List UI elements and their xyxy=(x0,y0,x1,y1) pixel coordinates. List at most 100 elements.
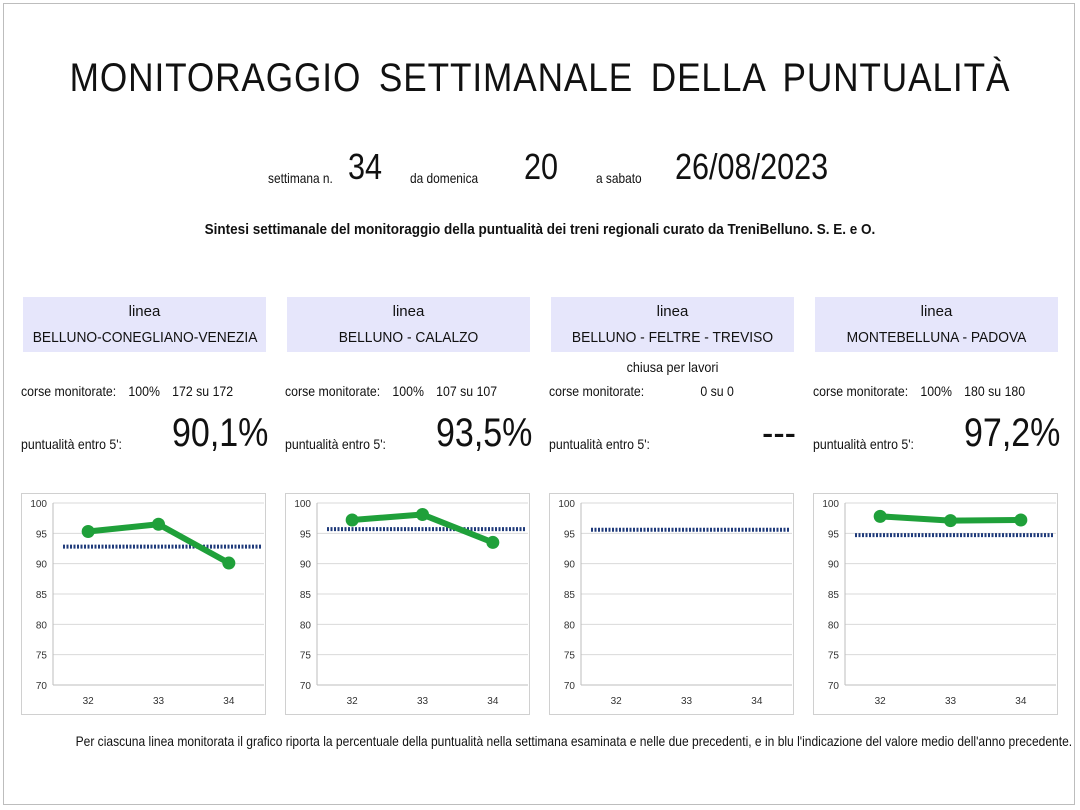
x-tick-label: 34 xyxy=(487,696,499,707)
y-tick-label: 75 xyxy=(828,651,840,662)
monitored-count: 172 su 172 xyxy=(172,383,234,399)
chart-border xyxy=(285,493,530,715)
punctuality-value: 90,1% xyxy=(171,411,268,455)
y-tick-label: 95 xyxy=(564,529,576,540)
data-point xyxy=(486,535,500,549)
x-tick-label: 34 xyxy=(1015,696,1027,707)
y-tick-label: 75 xyxy=(36,651,48,662)
line-label: linea xyxy=(920,303,953,320)
week-number-label: settimana n. xyxy=(268,170,333,186)
week-info: settimana n. 34 da domenica 20 a sabato … xyxy=(0,146,1080,196)
week-number-value: 34 xyxy=(348,146,383,187)
line-panel-belluno-feltre-treviso: linea BELLUNO - FELTRE - TREVISO chiusa … xyxy=(549,297,796,717)
monitored-label: corse monitorate: xyxy=(21,383,117,399)
y-tick-label: 85 xyxy=(828,590,840,601)
chart-border xyxy=(549,493,794,715)
monitored-runs: corse monitorate: 100% 107 su 107 xyxy=(285,383,506,399)
y-tick-label: 90 xyxy=(36,560,48,571)
y-tick-label: 90 xyxy=(300,560,312,571)
line-status: chiusa per lavori xyxy=(626,359,719,375)
chart-border xyxy=(813,493,1058,715)
line-name: MONTEBELLUNA - PADOVA xyxy=(846,329,1027,346)
y-tick-label: 80 xyxy=(300,620,312,631)
x-tick-label: 32 xyxy=(83,696,95,707)
line-header: linea MONTEBELLUNA - PADOVA xyxy=(815,297,1058,352)
y-tick-label: 95 xyxy=(36,529,48,540)
x-tick-label: 33 xyxy=(417,696,429,707)
y-tick-label: 85 xyxy=(300,590,312,601)
monitored-runs: corse monitorate: 0 su 0 xyxy=(549,383,743,399)
monitored-count: 107 su 107 xyxy=(436,383,498,399)
to-date-label: a sabato xyxy=(596,170,642,186)
y-tick-label: 80 xyxy=(828,620,840,631)
monitored-label: corse monitorate: xyxy=(549,383,645,399)
y-tick-label: 90 xyxy=(828,560,840,571)
monitored-runs: corse monitorate: 100% 180 su 180 xyxy=(813,383,1034,399)
line-panel-belluno-calalzo: linea BELLUNO - CALALZO corse monitorate… xyxy=(285,297,532,717)
line-name: BELLUNO - FELTRE - TREVISO xyxy=(571,329,774,346)
data-point xyxy=(873,509,887,523)
line-header: linea BELLUNO - CALALZO xyxy=(287,297,530,352)
y-tick-label: 70 xyxy=(300,681,312,692)
monitored-count: 180 su 180 xyxy=(964,383,1026,399)
x-tick-label: 34 xyxy=(751,696,763,707)
line-label: linea xyxy=(128,303,161,320)
line-header: linea BELLUNO - FELTRE - TREVISO xyxy=(551,297,794,352)
y-tick-label: 75 xyxy=(564,651,576,662)
y-tick-label: 95 xyxy=(828,529,840,540)
x-tick-label: 32 xyxy=(875,696,887,707)
line-header: linea BELLUNO-CONEGLIANO-VENEZIA xyxy=(23,297,266,352)
y-tick-label: 70 xyxy=(828,681,840,692)
x-tick-label: 32 xyxy=(611,696,623,707)
x-tick-label: 33 xyxy=(681,696,693,707)
y-tick-label: 70 xyxy=(36,681,48,692)
punctuality-label: puntualità entro 5': xyxy=(285,436,386,452)
punctuality-label: puntualità entro 5': xyxy=(21,436,122,452)
data-point xyxy=(81,525,95,539)
y-tick-label: 95 xyxy=(300,529,312,540)
data-point xyxy=(944,514,957,528)
data-point xyxy=(222,556,236,570)
punctuality-value: --- xyxy=(762,411,796,455)
x-tick-label: 32 xyxy=(347,696,359,707)
y-tick-label: 80 xyxy=(564,620,576,631)
from-date-label: da domenica xyxy=(410,170,479,186)
data-point xyxy=(416,508,429,522)
line-panel-belluno-conegliano-venezia: linea BELLUNO-CONEGLIANO-VENEZIA corse m… xyxy=(21,297,268,717)
chart-border xyxy=(21,493,266,715)
y-tick-label: 100 xyxy=(558,499,575,510)
y-tick-label: 100 xyxy=(30,499,47,510)
line-label: linea xyxy=(656,303,689,320)
punctuality-chart: 70 75 80 85 90 95 100 32 33 34 xyxy=(285,493,530,715)
monitored-percent: 100% xyxy=(392,383,424,399)
to-date-value: 26/08/2023 xyxy=(675,146,829,187)
data-point xyxy=(1014,513,1028,527)
punctuality-label: puntualità entro 5': xyxy=(549,436,650,452)
report-subtitle: Sintesi settimanale del monitoraggio del… xyxy=(204,221,876,238)
y-tick-label: 85 xyxy=(36,590,48,601)
monitored-label: corse monitorate: xyxy=(813,383,909,399)
monitored-percent: 100% xyxy=(920,383,952,399)
report-frame xyxy=(3,3,1075,805)
y-tick-label: 70 xyxy=(564,681,576,692)
punctuality-label: puntualità entro 5': xyxy=(813,436,914,452)
monitored-label: corse monitorate: xyxy=(285,383,381,399)
monitored-runs: corse monitorate: 100% 172 su 172 xyxy=(21,383,242,399)
x-tick-label: 34 xyxy=(223,696,235,707)
punctuality-chart: 70 75 80 85 90 95 100 32 33 34 xyxy=(21,493,266,715)
line-name: BELLUNO - CALALZO xyxy=(338,329,479,346)
y-tick-label: 85 xyxy=(564,590,576,601)
punctuality-value: 93,5% xyxy=(435,411,532,455)
monitored-count: 0 su 0 xyxy=(700,383,734,399)
line-panel-montebelluna-padova: linea MONTEBELLUNA - PADOVA corse monito… xyxy=(813,297,1060,717)
line-name: BELLUNO-CONEGLIANO-VENEZIA xyxy=(32,329,258,346)
data-point xyxy=(345,513,359,527)
y-tick-label: 80 xyxy=(36,620,48,631)
page-title: MONITORAGGIO SETTIMANALE DELLA PUNTUALIT… xyxy=(69,56,1011,100)
data-point xyxy=(152,517,165,531)
punctuality-chart: 70 75 80 85 90 95 100 32 33 34 xyxy=(549,493,794,715)
x-tick-label: 33 xyxy=(153,696,165,707)
punctuality-value: 97,2% xyxy=(963,411,1060,455)
from-date-value: 20 xyxy=(524,146,559,187)
y-tick-label: 100 xyxy=(294,499,311,510)
